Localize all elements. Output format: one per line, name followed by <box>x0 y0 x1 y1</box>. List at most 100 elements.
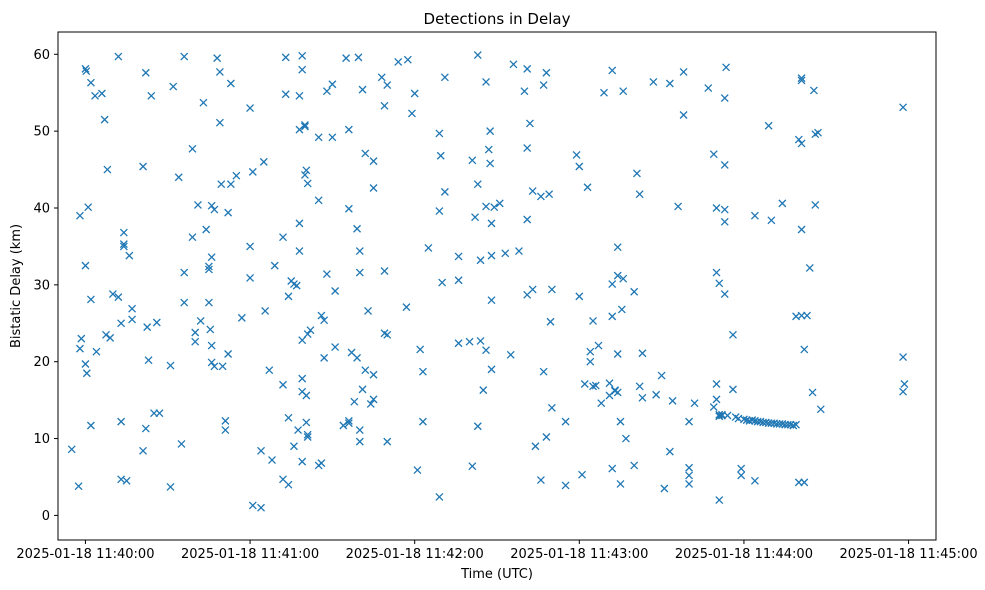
data-point <box>180 52 189 61</box>
data-point <box>690 399 699 408</box>
data-point <box>206 325 215 334</box>
data-point <box>523 215 532 224</box>
data-point <box>366 400 375 408</box>
data-point <box>317 459 326 468</box>
data-point <box>248 167 257 176</box>
data-point <box>320 353 329 362</box>
data-point <box>649 77 658 86</box>
data-point <box>166 361 175 370</box>
data-point <box>723 411 732 420</box>
data-point <box>302 418 311 427</box>
data-point <box>410 89 419 98</box>
data-point <box>495 199 504 208</box>
data-point <box>180 268 189 277</box>
data-point <box>74 482 83 491</box>
data-point <box>712 268 721 277</box>
data-point <box>797 74 806 83</box>
data-point <box>471 213 480 222</box>
data-point <box>709 403 718 412</box>
data-point <box>226 180 235 189</box>
data-point <box>797 76 806 85</box>
data-point <box>180 298 189 307</box>
data-point <box>298 51 307 60</box>
data-point <box>597 399 606 408</box>
data-point <box>591 381 600 390</box>
x-tick-label: 2025-01-18 11:42:00 <box>346 547 484 562</box>
data-point <box>418 417 427 426</box>
data-point <box>86 421 95 430</box>
data-point <box>715 279 724 288</box>
data-point <box>720 94 729 103</box>
data-point <box>720 290 729 299</box>
data-point <box>531 442 540 451</box>
data-point <box>108 290 117 299</box>
data-point <box>465 337 474 346</box>
data-point <box>102 330 110 339</box>
data-point <box>169 82 178 91</box>
data-point <box>82 369 91 378</box>
data-point <box>257 446 265 455</box>
data-point <box>402 303 411 312</box>
data-point <box>720 160 729 169</box>
data-point <box>213 54 222 63</box>
data-point <box>899 387 908 396</box>
data-point <box>416 345 425 354</box>
data-point <box>418 367 427 376</box>
data-point <box>224 208 233 217</box>
data-point <box>207 341 216 350</box>
data-point <box>261 307 270 315</box>
y-tick-label: 60 <box>33 48 50 63</box>
data-point <box>900 380 909 388</box>
data-point <box>486 127 495 136</box>
data-point <box>279 233 287 242</box>
data-point <box>816 405 825 414</box>
data-point <box>542 433 551 441</box>
data-point <box>344 125 353 134</box>
data-point <box>328 80 337 89</box>
data-point <box>314 133 323 142</box>
data-point <box>616 479 625 488</box>
data-point <box>81 261 90 270</box>
data-point <box>778 199 787 208</box>
data-point <box>284 480 293 489</box>
data-point <box>270 261 279 270</box>
data-point <box>712 204 721 212</box>
data-point <box>302 391 311 400</box>
data-point <box>454 276 463 285</box>
data-point <box>487 365 496 374</box>
data-point <box>246 104 255 113</box>
data-point <box>226 79 235 88</box>
data-point <box>514 247 523 255</box>
data-point <box>344 416 353 425</box>
data-point <box>792 420 801 429</box>
data-point <box>589 382 597 391</box>
data-point <box>204 265 213 274</box>
data-point <box>621 434 630 443</box>
data-point <box>177 439 186 448</box>
data-point <box>141 424 150 433</box>
data-point <box>440 187 449 196</box>
data-point <box>295 219 304 228</box>
data-point <box>660 484 669 493</box>
y-tick-label: 30 <box>33 278 50 293</box>
data-point <box>114 52 123 61</box>
data-point <box>454 339 463 348</box>
data-point <box>729 330 737 339</box>
data-point <box>100 115 109 124</box>
data-point <box>586 357 595 366</box>
data-point <box>665 447 674 456</box>
data-point <box>202 225 211 234</box>
x-tick-label: 2025-01-18 11:45:00 <box>840 547 978 562</box>
data-point <box>665 79 674 88</box>
x-axis: 2025-01-18 11:40:00 2025-01-18 11:41:00 20… <box>16 540 978 562</box>
data-point <box>632 169 641 178</box>
data-point <box>750 211 759 220</box>
data-point <box>284 413 293 422</box>
data-point <box>789 421 798 430</box>
data-point <box>75 344 84 353</box>
data-point <box>608 66 617 75</box>
data-point <box>77 334 86 343</box>
x-axis-label: Time (UTC) <box>460 567 533 582</box>
